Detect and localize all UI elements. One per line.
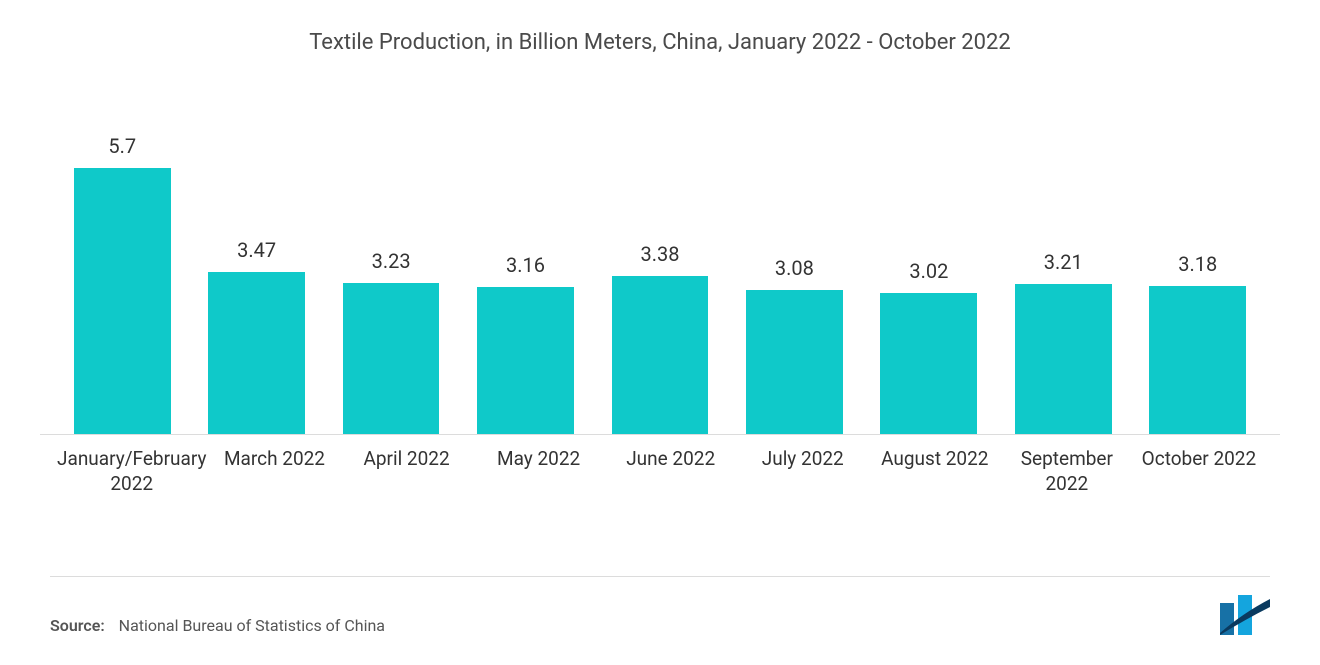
- chart-title: Textile Production, in Billion Meters, C…: [40, 30, 1280, 55]
- source-label: Source:: [50, 616, 105, 635]
- bar-group: 3.16: [458, 115, 592, 434]
- bar-value-label: 3.47: [237, 238, 276, 262]
- bar-group: 3.08: [727, 115, 861, 434]
- x-axis-label: June 2022: [605, 447, 737, 496]
- x-axis-label: May 2022: [473, 447, 605, 496]
- bar: [343, 283, 440, 434]
- bar-value-label: 3.16: [506, 253, 545, 277]
- source-citation: Source: National Bureau of Statistics of…: [50, 616, 385, 635]
- bar-group: 3.18: [1131, 115, 1265, 434]
- bar-value-label: 3.18: [1178, 252, 1217, 276]
- bar-group: 3.23: [324, 115, 458, 434]
- x-axis-label: January/February 2022: [55, 447, 208, 496]
- bar-group: 5.7: [55, 115, 189, 434]
- brand-logo-icon: [1218, 595, 1270, 635]
- chart-footer: Source: National Bureau of Statistics of…: [50, 576, 1270, 635]
- bar-group: 3.02: [862, 115, 996, 434]
- x-axis-label: April 2022: [341, 447, 473, 496]
- x-axis-label: July 2022: [737, 447, 869, 496]
- bar-value-label: 5.7: [108, 134, 136, 158]
- bar-group: 3.38: [593, 115, 727, 434]
- x-axis-labels: January/February 2022March 2022April 202…: [40, 447, 1280, 496]
- bar-group: 3.47: [189, 115, 323, 434]
- bar-value-label: 3.08: [775, 256, 814, 280]
- bar: [1015, 284, 1112, 434]
- bar: [1149, 286, 1246, 434]
- bar-value-label: 3.21: [1044, 250, 1083, 274]
- x-axis-label: August 2022: [869, 447, 1001, 496]
- bar: [612, 276, 709, 434]
- bar-value-label: 3.23: [372, 249, 411, 273]
- x-axis-label: October 2022: [1133, 447, 1265, 496]
- source-text: National Bureau of Statistics of China: [119, 616, 385, 635]
- bar: [74, 168, 171, 434]
- x-axis-label: March 2022: [208, 447, 340, 496]
- bar-group: 3.21: [996, 115, 1130, 434]
- x-axis-label: September 2022: [1001, 447, 1133, 496]
- bar: [477, 287, 574, 434]
- bar: [746, 290, 843, 434]
- bar-value-label: 3.02: [909, 259, 948, 283]
- bar: [880, 293, 977, 434]
- bar: [208, 272, 305, 434]
- chart-plot-area: 5.7 3.47 3.23 3.16 3.38 3.08 3.02 3.21 3.18: [40, 115, 1280, 435]
- bar-value-label: 3.38: [640, 242, 679, 266]
